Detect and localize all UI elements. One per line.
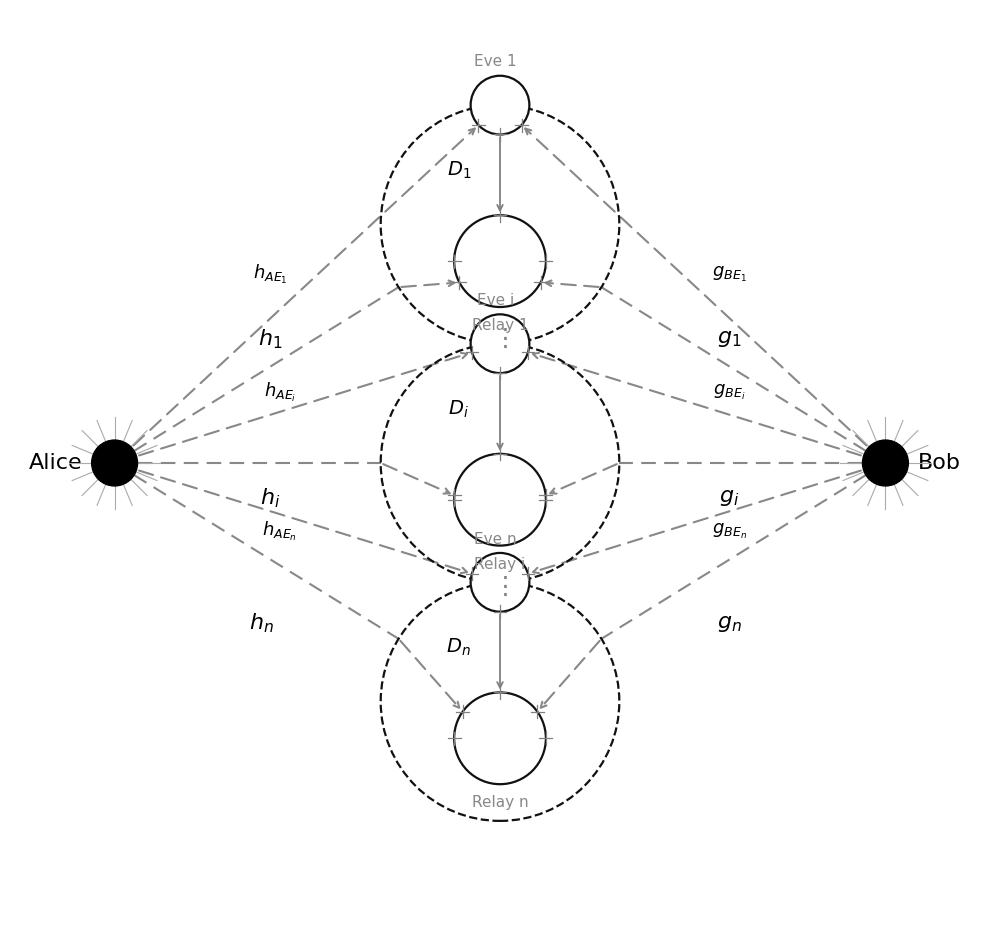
Text: $g_{BE_i}$: $g_{BE_i}$ — [713, 382, 746, 402]
Text: $g_i$: $g_i$ — [719, 488, 740, 507]
Circle shape — [454, 454, 546, 545]
Text: $D_i$: $D_i$ — [448, 398, 469, 419]
Circle shape — [454, 693, 546, 784]
Text: $g_n$: $g_n$ — [717, 614, 742, 633]
Text: $D_1$: $D_1$ — [447, 159, 471, 181]
Circle shape — [471, 553, 529, 612]
Circle shape — [454, 215, 546, 307]
Text: Bob: Bob — [918, 453, 961, 473]
Text: $h_1$: $h_1$ — [258, 327, 283, 351]
Text: $h_{AE_1}$: $h_{AE_1}$ — [253, 263, 288, 286]
Text: Relay 1: Relay 1 — [472, 318, 528, 333]
Text: $g_1$: $g_1$ — [717, 329, 742, 349]
Text: Eve 1: Eve 1 — [474, 55, 517, 69]
Text: Eve n: Eve n — [474, 532, 517, 546]
Text: Eve i: Eve i — [477, 293, 514, 308]
Circle shape — [862, 440, 908, 486]
Text: $g_{BE_1}$: $g_{BE_1}$ — [712, 266, 747, 284]
Text: $h_i$: $h_i$ — [260, 486, 281, 509]
Text: $\vdots$: $\vdots$ — [492, 575, 508, 599]
Circle shape — [92, 440, 138, 486]
Text: Relay n: Relay n — [472, 795, 528, 810]
Text: $D_n$: $D_n$ — [446, 637, 471, 658]
Text: $\vdots$: $\vdots$ — [492, 327, 508, 351]
Text: Alice: Alice — [29, 453, 82, 473]
Text: $h_n$: $h_n$ — [249, 612, 274, 635]
Text: $h_{AE_n}$: $h_{AE_n}$ — [262, 520, 297, 544]
Text: Relay i: Relay i — [474, 557, 526, 571]
Circle shape — [471, 314, 529, 373]
Text: $g_{BE_n}$: $g_{BE_n}$ — [712, 522, 747, 542]
Text: $h_{AE_i}$: $h_{AE_i}$ — [264, 381, 296, 404]
Circle shape — [471, 76, 529, 134]
